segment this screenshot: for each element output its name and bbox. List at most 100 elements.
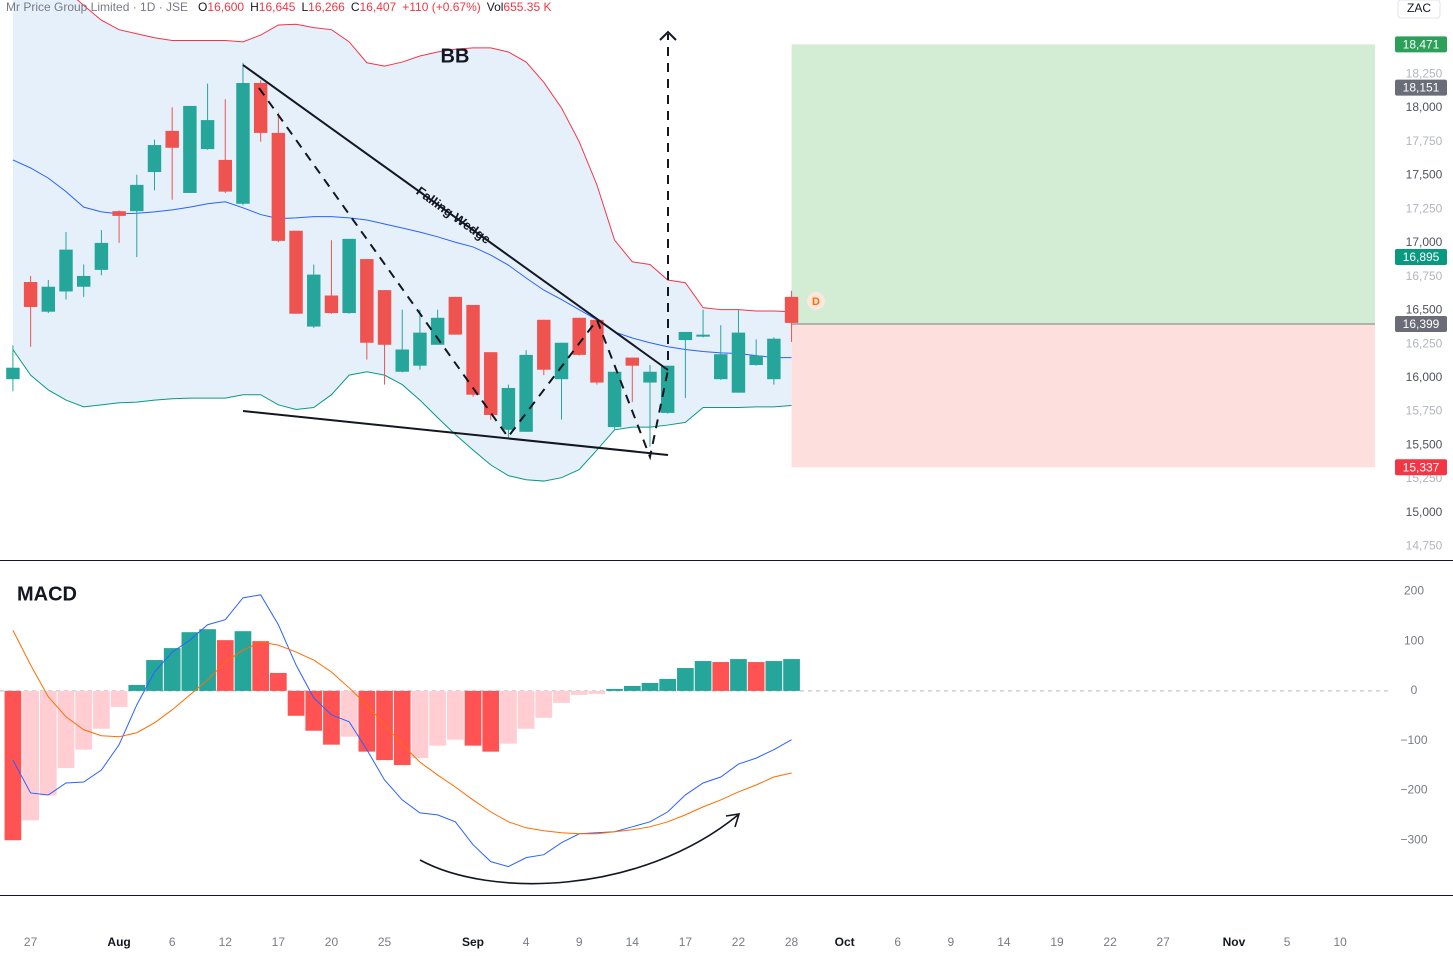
candle-body bbox=[660, 365, 675, 413]
histogram-bar bbox=[623, 685, 641, 691]
histogram-bar bbox=[712, 662, 730, 691]
band-line bbox=[12, 349, 792, 482]
y-tick-label: 16,500 bbox=[1406, 303, 1443, 317]
y-tick-label: 17,500 bbox=[1406, 168, 1443, 182]
field-key: Vol bbox=[487, 0, 504, 14]
x-tick-label: Sep bbox=[462, 935, 484, 949]
field-value: 16,645 bbox=[259, 0, 296, 14]
candle-body bbox=[307, 274, 321, 327]
y-tick-label: −100 bbox=[1400, 733, 1427, 747]
x-tick-label: 6 bbox=[169, 935, 176, 949]
candle-body bbox=[377, 290, 392, 345]
candle-body bbox=[554, 342, 569, 380]
x-tick-label: 6 bbox=[894, 935, 901, 949]
histogram-bar bbox=[553, 690, 570, 703]
x-tick-label: 19 bbox=[1050, 935, 1064, 949]
histogram-bar bbox=[765, 661, 783, 691]
x-tick-label: 22 bbox=[732, 935, 746, 949]
x-tick-label: 20 bbox=[325, 935, 339, 949]
indicator-label: BB bbox=[441, 45, 470, 67]
field-value: 16,266 bbox=[308, 0, 345, 14]
histogram-bar bbox=[570, 690, 588, 695]
currency-label[interactable]: ZAC bbox=[1407, 1, 1431, 15]
y-tick-label: 15,500 bbox=[1406, 437, 1443, 451]
arrow-head bbox=[659, 30, 677, 41]
candle-body bbox=[41, 286, 56, 312]
field-value: 16,600 bbox=[207, 0, 244, 14]
candle-body bbox=[236, 82, 250, 204]
histogram-bar bbox=[677, 668, 694, 691]
candle-body bbox=[6, 367, 20, 380]
x-tick-label: 5 bbox=[1284, 935, 1291, 949]
histogram-bar bbox=[730, 659, 747, 691]
candle-body bbox=[395, 349, 409, 372]
x-tick-label: 28 bbox=[785, 935, 799, 949]
price-badge bbox=[1395, 459, 1447, 476]
candle-body bbox=[501, 387, 516, 430]
candle-body bbox=[483, 352, 498, 415]
y-tick-label: 16,000 bbox=[1406, 370, 1443, 384]
histogram-bar bbox=[606, 688, 623, 691]
candle-body bbox=[360, 259, 374, 343]
candle-body bbox=[448, 296, 463, 335]
candle-body bbox=[643, 371, 657, 383]
field-value: +110 (+0.67%) bbox=[402, 0, 481, 14]
histogram-bar bbox=[358, 690, 376, 752]
histogram-bar bbox=[75, 690, 93, 750]
candle-body bbox=[590, 319, 604, 383]
y-tick-label: 0 bbox=[1411, 683, 1418, 697]
price-badge-label: 18,471 bbox=[1403, 38, 1440, 52]
event-marker[interactable]: D bbox=[812, 296, 820, 308]
symbol: Mr Price Group Limited · 1D · JSE bbox=[6, 0, 188, 14]
candle-body bbox=[23, 282, 38, 307]
pane-title: MACD bbox=[17, 583, 77, 605]
x-tick-label: Oct bbox=[835, 935, 855, 949]
histogram-bar bbox=[39, 690, 57, 796]
histogram-bar bbox=[57, 690, 75, 769]
y-tick-label: 18,250 bbox=[1406, 66, 1443, 80]
histogram-bar bbox=[641, 682, 659, 691]
axes: 14,75015,00015,25015,50015,75016,00016,2… bbox=[24, 36, 1447, 949]
histogram-bar bbox=[535, 690, 553, 718]
histogram-bar bbox=[659, 678, 677, 691]
histogram-bar bbox=[694, 661, 712, 691]
x-tick-label: 4 bbox=[523, 935, 530, 949]
candle-body bbox=[430, 317, 445, 345]
candle-body bbox=[342, 238, 356, 314]
histogram-bar bbox=[393, 690, 411, 766]
candle-body bbox=[289, 230, 303, 314]
currency-button[interactable] bbox=[1397, 0, 1441, 19]
candle-body bbox=[130, 184, 144, 212]
event-badge[interactable] bbox=[807, 292, 825, 310]
price-badge bbox=[1395, 79, 1447, 96]
drawings bbox=[242, 30, 741, 885]
y-tick-label: 200 bbox=[1404, 584, 1424, 598]
candle-body bbox=[537, 319, 551, 370]
curved-arrow bbox=[419, 814, 739, 885]
histogram-bar bbox=[340, 690, 358, 737]
price-badge-label: 18,151 bbox=[1403, 81, 1440, 95]
macd-pane bbox=[0, 594, 1390, 868]
candle-body bbox=[625, 357, 640, 366]
band-fill bbox=[12, 0, 792, 482]
y-tick-label: 18,000 bbox=[1406, 100, 1443, 114]
histogram-bar bbox=[287, 690, 305, 716]
candle-body bbox=[271, 132, 286, 241]
histogram-bar bbox=[199, 629, 216, 691]
candle-body bbox=[572, 317, 586, 355]
y-tick-label: 17,250 bbox=[1406, 201, 1443, 215]
histogram-bar bbox=[4, 690, 22, 841]
candle-body bbox=[112, 211, 126, 216]
candle-body bbox=[466, 304, 480, 395]
candle-body bbox=[678, 331, 693, 341]
x-tick-label: 12 bbox=[219, 935, 233, 949]
histogram-bar bbox=[181, 632, 199, 691]
histogram-bar bbox=[783, 659, 800, 691]
candle-body bbox=[413, 332, 427, 366]
histogram-bar bbox=[22, 690, 39, 821]
y-tick-label: 16,250 bbox=[1406, 336, 1443, 350]
x-tick-label: 9 bbox=[947, 935, 954, 949]
histogram-bar bbox=[747, 662, 765, 691]
y-tick-label: 17,000 bbox=[1406, 235, 1443, 249]
